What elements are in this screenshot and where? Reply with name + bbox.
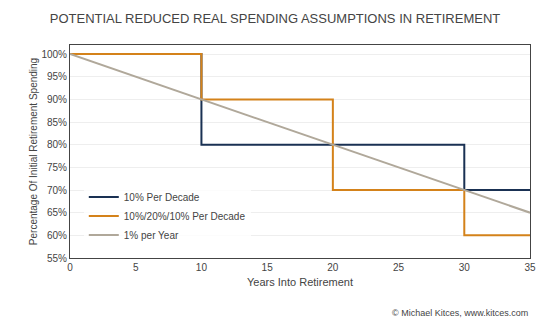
svg-text:0: 0 <box>67 262 73 273</box>
svg-text:70%: 70% <box>47 185 67 196</box>
svg-text:Years Into Retirement: Years Into Retirement <box>247 276 353 288</box>
svg-text:5: 5 <box>133 262 139 273</box>
svg-text:20: 20 <box>327 262 339 273</box>
svg-text:95%: 95% <box>47 71 67 82</box>
svg-text:Percentage Of Initial Retireme: Percentage Of Initial Retirement Spendin… <box>28 58 39 245</box>
svg-text:90%: 90% <box>47 94 67 105</box>
svg-text:75%: 75% <box>47 162 67 173</box>
svg-text:80%: 80% <box>47 139 67 150</box>
svg-text:65%: 65% <box>47 207 67 218</box>
svg-text:10% Per Decade: 10% Per Decade <box>124 192 200 203</box>
svg-text:35: 35 <box>524 262 536 273</box>
svg-text:POTENTIAL REDUCED REAL SPENDIN: POTENTIAL REDUCED REAL SPENDING ASSUMPTI… <box>50 11 501 26</box>
svg-text:55%: 55% <box>47 253 67 264</box>
svg-text:15: 15 <box>262 262 274 273</box>
svg-text:60%: 60% <box>47 230 67 241</box>
svg-text:10: 10 <box>196 262 208 273</box>
svg-text:© Michael Kitces, www.kitces.c: © Michael Kitces, www.kitces.com <box>392 308 528 318</box>
svg-text:85%: 85% <box>47 117 67 128</box>
svg-text:25: 25 <box>393 262 405 273</box>
svg-text:100%: 100% <box>41 49 67 60</box>
svg-text:1% per Year: 1% per Year <box>124 230 179 241</box>
svg-text:30: 30 <box>459 262 471 273</box>
svg-text:10%/20%/10% Per Decade: 10%/20%/10% Per Decade <box>124 211 246 222</box>
